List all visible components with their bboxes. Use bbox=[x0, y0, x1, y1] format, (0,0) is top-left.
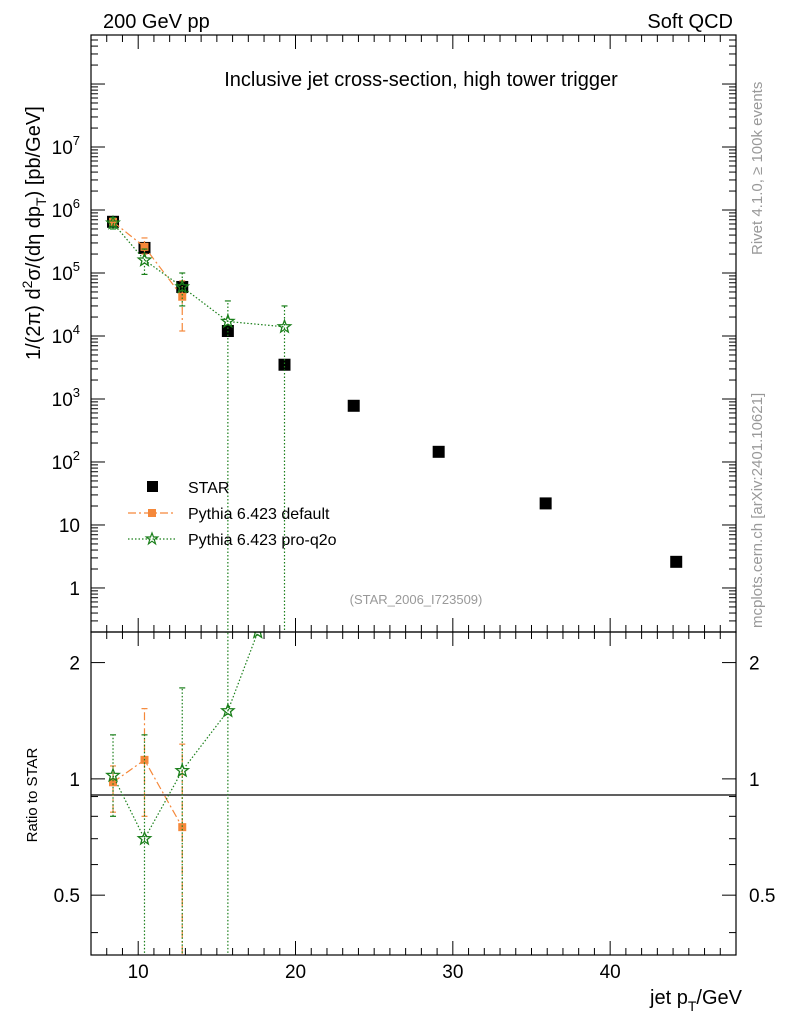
ratio-pro-q2o-point bbox=[174, 762, 191, 778]
main-pro-q2o-point bbox=[174, 278, 191, 294]
chart-title: Inclusive jet cross-section, high tower … bbox=[224, 69, 618, 91]
main-panel: Inclusive jet cross-section, high tower … bbox=[19, 34, 737, 633]
ratio-ytick-labels: 0.5 0.5 1 1 2 2 bbox=[54, 654, 776, 908]
main-ytick-label: 10 bbox=[59, 516, 80, 537]
ratio-ytick-label: 1 bbox=[69, 770, 80, 791]
legend-default-marker bbox=[148, 509, 156, 517]
main-ytick-labels: 1 10 102 103 104 105 106 107 bbox=[52, 133, 80, 600]
main-star-point bbox=[432, 445, 445, 458]
ratio-pro-q2o-point bbox=[105, 767, 121, 783]
ratio-content bbox=[91, 632, 736, 955]
main-ticks bbox=[90, 34, 737, 633]
legend-pro-q2o-marker bbox=[144, 531, 160, 546]
ratio-ytick-label: 0.5 bbox=[54, 886, 80, 907]
legend: STAR Pythia 6.423 default Pythia 6.423 p… bbox=[128, 480, 337, 549]
main-star-point bbox=[670, 555, 683, 568]
header-category: Soft QCD bbox=[647, 11, 733, 33]
ratio-default-point bbox=[178, 823, 187, 832]
ratio-ylabel: Ratio to STAR bbox=[24, 747, 41, 842]
xtick-label: 40 bbox=[600, 962, 621, 983]
xtick-labels: 10 20 30 40 bbox=[128, 962, 621, 983]
ratio-pro-q2o-point bbox=[219, 702, 236, 718]
main-default-line bbox=[112, 221, 183, 298]
main-ytick-label: 105 bbox=[52, 259, 80, 285]
rivet-version-label: Rivet 4.1.0, ≥ 100k events bbox=[749, 82, 766, 255]
ratio-frame bbox=[90, 631, 737, 956]
source-label: mcplots.cern.ch [arXiv:2401.10621] bbox=[749, 393, 766, 628]
xlabel: jet pT/GeV bbox=[649, 987, 743, 1014]
ratio-pro_q2o-group bbox=[105, 632, 263, 955]
ratio-ytick-label-right: 1 bbox=[749, 770, 760, 791]
main-ytick-label: 104 bbox=[52, 322, 80, 348]
ratio-ytick-label-right: 2 bbox=[749, 654, 760, 675]
main-pro-q2o-point bbox=[105, 214, 121, 230]
legend-default-label: Pythia 6.423 default bbox=[188, 506, 330, 523]
main-star-point bbox=[347, 399, 360, 412]
ratio-ytick-label: 2 bbox=[69, 654, 80, 675]
main-star-point bbox=[539, 497, 552, 510]
main-default-point bbox=[178, 292, 187, 301]
xtick-label: 30 bbox=[442, 962, 463, 983]
xtick-label: 20 bbox=[285, 962, 306, 983]
legend-pro-q2o-label: Pythia 6.423 pro-q2o bbox=[188, 532, 337, 549]
main-ytick-label: 1 bbox=[69, 579, 80, 600]
main-pro-q2o-point bbox=[136, 251, 153, 267]
ratio-pro-q2o-point bbox=[136, 830, 153, 846]
ratio-default-point bbox=[109, 778, 118, 787]
main-ytick-label: 106 bbox=[52, 196, 80, 222]
main-pro-q2o-point bbox=[276, 318, 293, 334]
ratio-ytick-label-right: 0.5 bbox=[749, 886, 775, 907]
ratio-ticks bbox=[90, 632, 737, 955]
main-ylabel: 1/(2π) d2σ/(dη dpT) [pb/GeV] bbox=[19, 106, 49, 360]
main-ytick-label: 103 bbox=[52, 385, 80, 411]
main-ytick-label: 107 bbox=[52, 133, 80, 159]
ratio-series bbox=[105, 632, 263, 955]
main-default-point bbox=[140, 242, 149, 251]
main-pro-q2o-point bbox=[219, 313, 236, 329]
ratio-panel: 0.5 0.5 1 1 2 2 10 20 30 40 Ratio to STAR jet pT… bbox=[24, 631, 776, 1014]
analysis-tag: (STAR_2006_I723509) bbox=[350, 592, 483, 607]
legend-star-label: STAR bbox=[188, 480, 229, 497]
xtick-label: 10 bbox=[128, 962, 149, 983]
main-pro_q2o-group bbox=[105, 214, 293, 632]
ratio-pro-q2o-point bbox=[252, 632, 263, 639]
main-series bbox=[105, 214, 683, 632]
main-ytick-label: 102 bbox=[52, 448, 80, 474]
main-star-point bbox=[278, 358, 291, 371]
header-energy: 200 GeV pp bbox=[103, 11, 210, 33]
legend-star-marker bbox=[147, 481, 158, 492]
